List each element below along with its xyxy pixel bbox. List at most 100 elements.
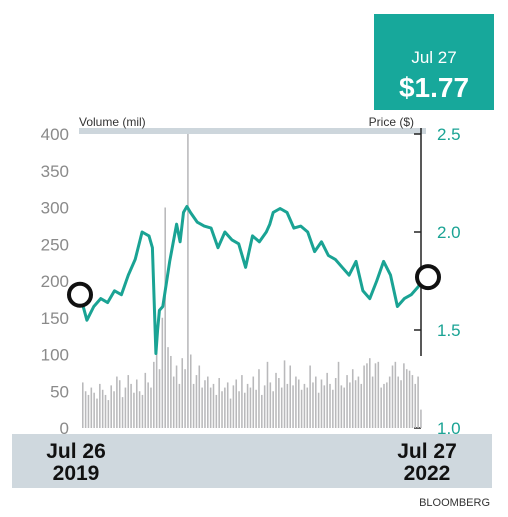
volume-bar bbox=[366, 363, 368, 428]
date-band bbox=[12, 434, 492, 488]
price-line bbox=[78, 205, 427, 355]
volume-bar bbox=[170, 355, 172, 428]
volume-bar bbox=[226, 382, 229, 428]
left-tick-label: 250 bbox=[41, 235, 69, 254]
volume-bar bbox=[172, 376, 175, 428]
volume-bar bbox=[303, 383, 306, 428]
volume-bar bbox=[403, 363, 405, 428]
axis-label-band bbox=[79, 128, 426, 134]
left-tick-label: 150 bbox=[41, 309, 69, 328]
volume-bar bbox=[292, 385, 294, 428]
volume-bar bbox=[414, 383, 417, 428]
right-tick-label: 1.0 bbox=[437, 419, 461, 438]
callout-value: $1.77 bbox=[399, 72, 469, 103]
volume-bar bbox=[144, 372, 147, 429]
volume-bar bbox=[400, 380, 402, 428]
end-date-label: Jul 27 bbox=[397, 440, 457, 463]
volume-bar bbox=[218, 378, 220, 428]
left-tick-label: 300 bbox=[41, 199, 69, 218]
volume-bar bbox=[417, 376, 419, 428]
left-tick-label: 200 bbox=[41, 272, 69, 291]
volume-bar bbox=[255, 389, 257, 428]
volume-bar bbox=[96, 398, 98, 428]
volume-bar bbox=[266, 361, 269, 428]
volume-bar bbox=[272, 391, 274, 428]
volume-bar bbox=[360, 383, 363, 428]
volume-bar bbox=[340, 385, 343, 428]
right-tick-label: 1.5 bbox=[437, 321, 461, 340]
volume-bar bbox=[90, 387, 93, 428]
right-tick-label: 2.5 bbox=[437, 125, 461, 144]
volume-bar bbox=[224, 387, 226, 428]
left-tick-label: 0 bbox=[60, 419, 69, 438]
source-label: BLOOMBERG bbox=[419, 497, 490, 509]
callout-box bbox=[374, 14, 494, 110]
left-tick-label: 350 bbox=[41, 162, 69, 181]
end-year-label: 2022 bbox=[404, 462, 451, 485]
start-marker bbox=[67, 281, 93, 308]
volume-bar bbox=[323, 385, 326, 428]
volume-bar bbox=[150, 387, 152, 428]
volume-bar bbox=[320, 379, 323, 428]
left-tick-label: 50 bbox=[50, 382, 69, 401]
volume-bar bbox=[130, 383, 132, 428]
volume-bar bbox=[332, 389, 334, 428]
volume-bar bbox=[289, 365, 291, 428]
volume-bar bbox=[192, 383, 195, 428]
volume-bar bbox=[408, 370, 411, 428]
volume-bar bbox=[351, 369, 354, 428]
volume-bar bbox=[317, 392, 320, 428]
volume-bar bbox=[386, 382, 388, 428]
volume-bar bbox=[295, 376, 297, 428]
volume-bar bbox=[374, 363, 377, 428]
volume-bar bbox=[175, 365, 178, 428]
volume-bar bbox=[249, 387, 252, 428]
volume-bars bbox=[82, 134, 422, 429]
volume-bar bbox=[138, 391, 141, 428]
volume-bar bbox=[141, 394, 144, 428]
volume-bar bbox=[258, 369, 260, 428]
volume-bar bbox=[155, 339, 158, 428]
volume-bar bbox=[198, 365, 201, 428]
volume-bar bbox=[306, 387, 309, 428]
volume-bar bbox=[229, 398, 232, 428]
volume-bar bbox=[343, 387, 345, 428]
volume-bar bbox=[107, 400, 110, 428]
volume-bar bbox=[261, 394, 263, 428]
volume-bar bbox=[411, 375, 414, 428]
volume-bar bbox=[93, 392, 95, 428]
volume-bar bbox=[238, 391, 240, 428]
callout-date: Jul 27 bbox=[411, 48, 456, 67]
end-marker bbox=[415, 264, 441, 291]
volume-bar bbox=[383, 383, 385, 428]
volume-bar bbox=[153, 361, 155, 428]
volume-bar bbox=[124, 387, 127, 428]
volume-bar bbox=[371, 376, 374, 428]
volume-bar bbox=[127, 375, 130, 428]
volume-bar bbox=[212, 383, 215, 428]
right-tick-label: 2.0 bbox=[437, 223, 461, 242]
start-year-label: 2019 bbox=[53, 462, 100, 485]
start-date-label: Jul 26 bbox=[46, 440, 106, 463]
volume-bar bbox=[135, 379, 138, 428]
volume-bar bbox=[246, 383, 249, 428]
volume-bar bbox=[110, 385, 112, 428]
volume-bar bbox=[309, 365, 311, 428]
left-axis-ticks: 0 50 100 150 200 250 300 350 400 bbox=[41, 125, 69, 438]
volume-bar bbox=[346, 375, 348, 428]
volume-bar bbox=[232, 385, 235, 428]
volume-bar bbox=[118, 380, 121, 428]
volume-bar bbox=[221, 391, 223, 428]
left-tick-label: 100 bbox=[41, 346, 69, 365]
volume-bar bbox=[300, 389, 303, 428]
volume-bar bbox=[241, 375, 243, 428]
volume-bar bbox=[326, 372, 328, 429]
volume-bar bbox=[207, 376, 209, 428]
volume-bar bbox=[391, 365, 394, 428]
volume-bar bbox=[377, 361, 380, 428]
volume-bar bbox=[187, 134, 189, 428]
volume-bar bbox=[380, 387, 382, 428]
volume-bar bbox=[252, 376, 255, 428]
volume-bar bbox=[101, 389, 104, 428]
